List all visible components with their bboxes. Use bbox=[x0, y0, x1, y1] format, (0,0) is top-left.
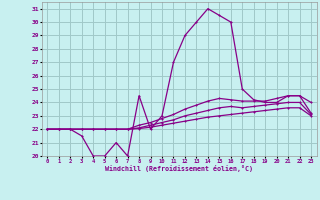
X-axis label: Windchill (Refroidissement éolien,°C): Windchill (Refroidissement éolien,°C) bbox=[105, 165, 253, 172]
